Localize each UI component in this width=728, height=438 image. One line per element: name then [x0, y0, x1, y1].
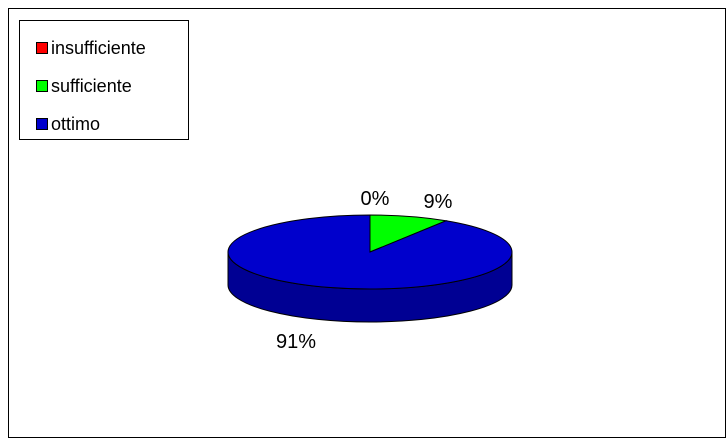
legend: insufficiente sufficiente ottimo [19, 20, 189, 140]
legend-item-sufficiente: sufficiente [20, 67, 188, 105]
legend-swatch-sufficiente [36, 80, 48, 92]
legend-item-insufficiente: insufficiente [20, 29, 188, 67]
pie-slice-ottimo [227, 214, 513, 290]
legend-label-sufficiente: sufficiente [51, 76, 132, 96]
legend-item-ottimo: ottimo [20, 105, 188, 143]
data-label-ottimo: 91% [276, 331, 316, 353]
data-label-insufficiente: 0% [361, 188, 390, 210]
legend-label-insufficiente: insufficiente [51, 38, 146, 58]
legend-swatch-insufficiente [36, 42, 48, 54]
legend-swatch-ottimo [36, 118, 48, 130]
pie-slice-sufficiente [369, 214, 448, 253]
legend-label-ottimo: ottimo [51, 114, 101, 134]
data-label-sufficiente: 9% [424, 191, 453, 213]
